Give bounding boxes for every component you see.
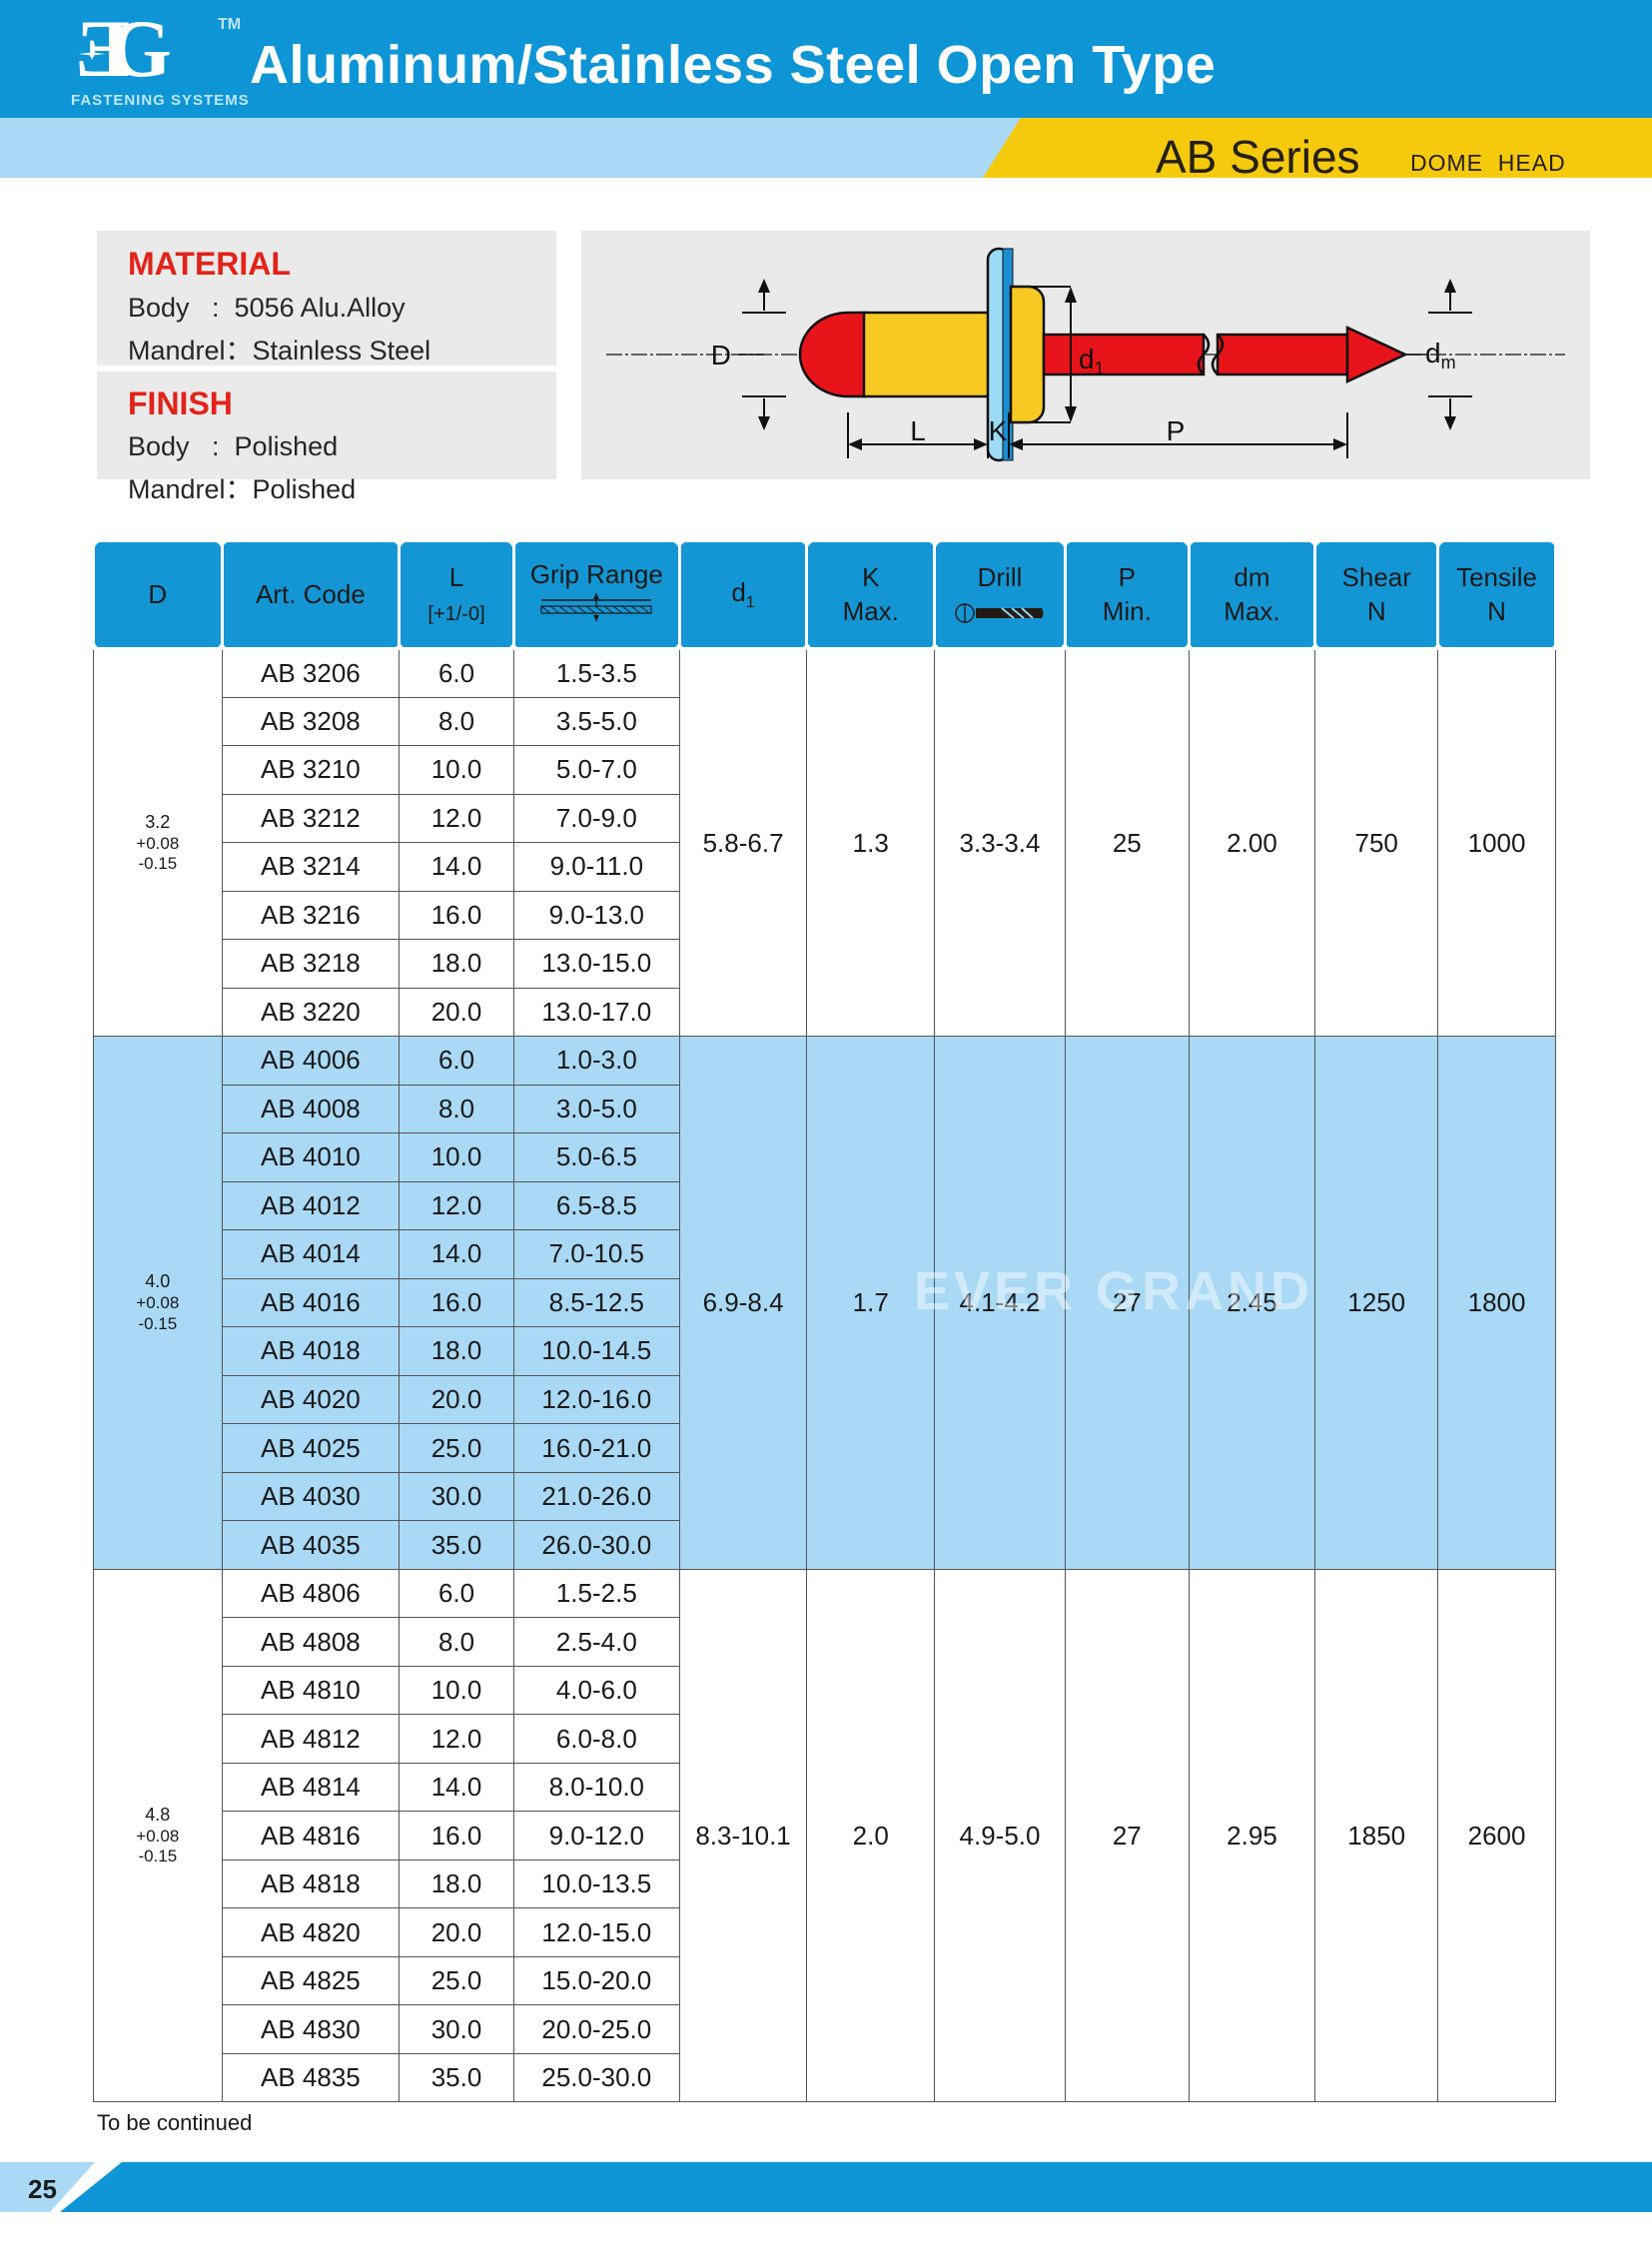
- svg-text:L: L: [910, 415, 926, 446]
- svg-text:K: K: [989, 415, 1008, 446]
- svg-text:P: P: [1167, 415, 1186, 446]
- svg-text:dm: dm: [1425, 338, 1456, 373]
- svg-text:D: D: [711, 340, 731, 371]
